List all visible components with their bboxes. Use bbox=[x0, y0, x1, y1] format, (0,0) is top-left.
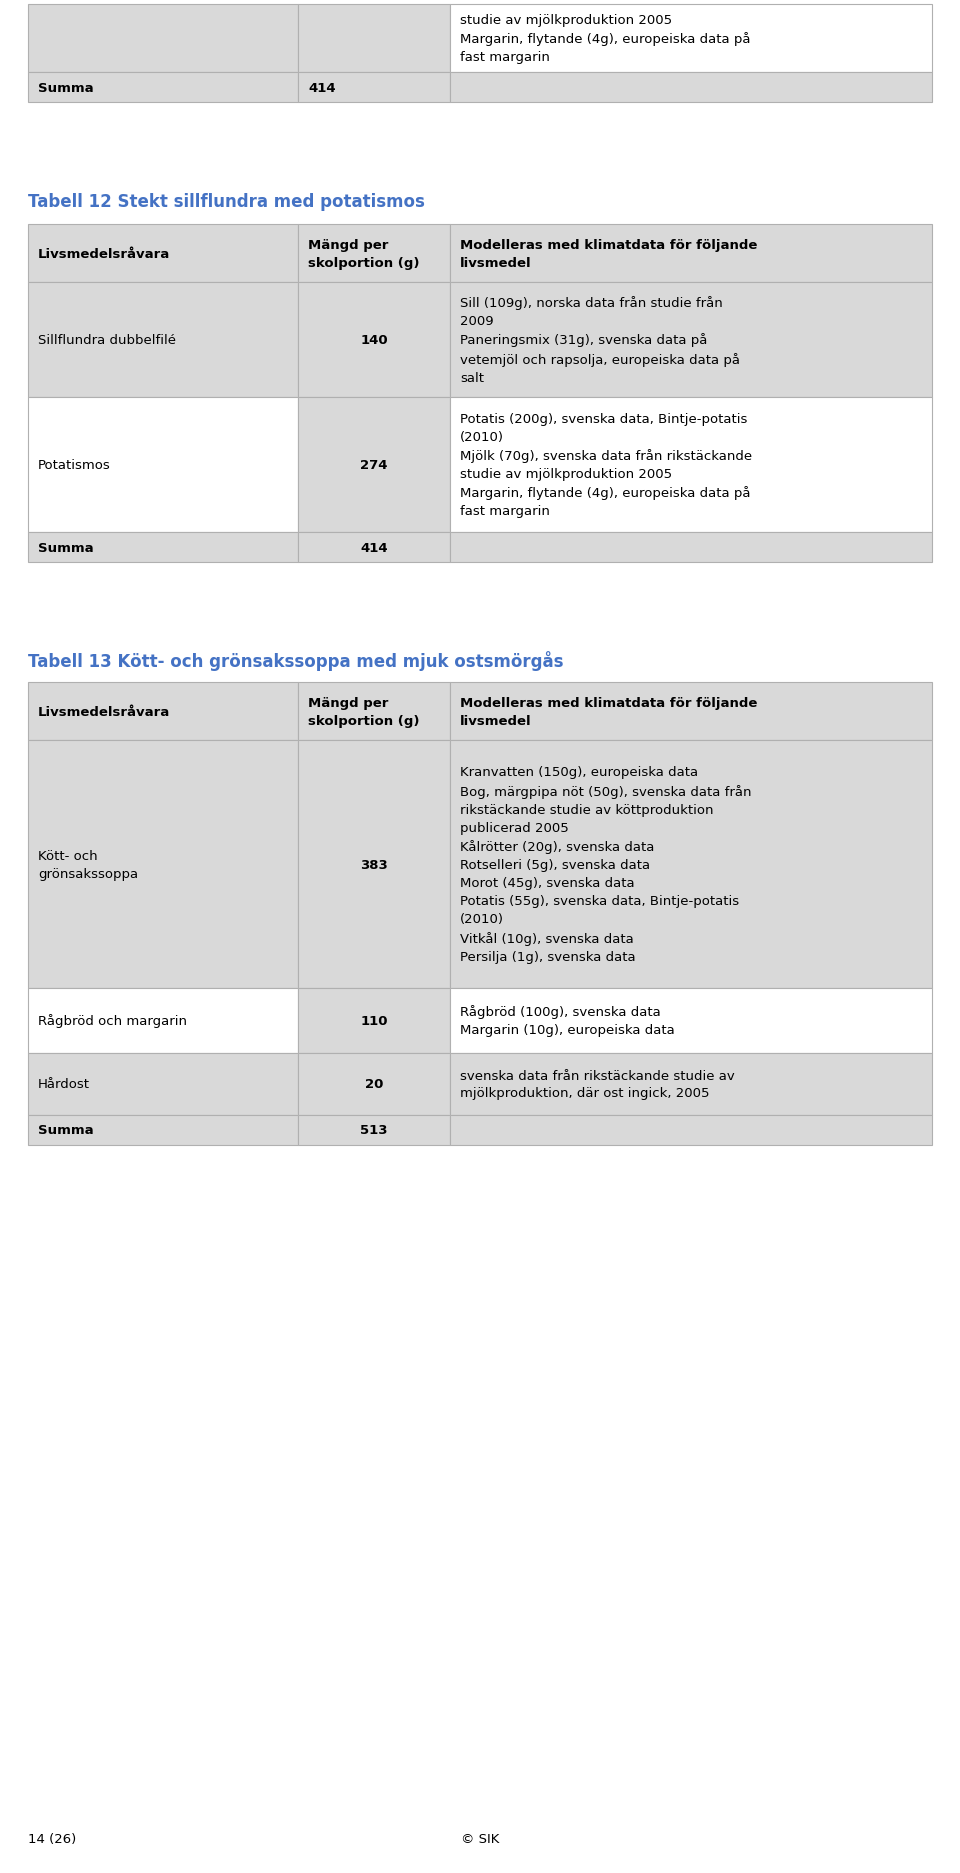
Text: Rågbröd och margarin: Rågbröd och margarin bbox=[38, 1013, 187, 1028]
Text: Livsmedelsråvara: Livsmedelsråvara bbox=[38, 704, 170, 717]
Text: 274: 274 bbox=[360, 459, 388, 472]
Text: 414: 414 bbox=[308, 81, 336, 94]
Bar bbox=[28, 682, 298, 740]
Text: Mängd per
skolportion (g): Mängd per skolportion (g) bbox=[308, 697, 420, 727]
Text: Potatis (200g), svenska data, Bintje-potatis
(2010)
Mjölk (70g), svenska data fr: Potatis (200g), svenska data, Bintje-pot… bbox=[460, 412, 752, 519]
Text: Rågbröd (100g), svenska data
Margarin (10g), europeiska data: Rågbröd (100g), svenska data Margarin (1… bbox=[460, 1006, 675, 1038]
Text: Tabell 13 Kött- och grönsakssoppa med mjuk ostsmörgås: Tabell 13 Kött- och grönsakssoppa med mj… bbox=[28, 650, 564, 671]
Bar bbox=[28, 1053, 298, 1116]
Bar bbox=[298, 1116, 450, 1146]
Bar bbox=[298, 682, 450, 740]
Text: Mängd per
skolportion (g): Mängd per skolportion (g) bbox=[308, 238, 420, 270]
Bar bbox=[28, 1116, 298, 1146]
Text: Kött- och
grönsakssoppa: Kött- och grönsakssoppa bbox=[38, 848, 138, 880]
Bar bbox=[28, 6, 298, 73]
Text: studie av mjölkproduktion 2005
Margarin, flytande (4g), europeiska data på
fast : studie av mjölkproduktion 2005 Margarin,… bbox=[460, 13, 751, 64]
Bar bbox=[450, 73, 932, 103]
Bar bbox=[28, 283, 298, 397]
Bar bbox=[298, 532, 450, 562]
Bar bbox=[450, 6, 932, 73]
Bar bbox=[298, 73, 450, 103]
Bar bbox=[450, 989, 932, 1053]
Text: Summa: Summa bbox=[38, 541, 94, 554]
Text: Sillflundra dubbelfilé: Sillflundra dubbelfilé bbox=[38, 333, 176, 347]
Bar bbox=[298, 6, 450, 73]
Text: 140: 140 bbox=[360, 333, 388, 347]
Bar bbox=[450, 397, 932, 532]
Text: Modelleras med klimatdata för följande
livsmedel: Modelleras med klimatdata för följande l… bbox=[460, 697, 757, 727]
Bar bbox=[450, 1053, 932, 1116]
Bar bbox=[450, 740, 932, 989]
Bar bbox=[450, 532, 932, 562]
Text: Modelleras med klimatdata för följande
livsmedel: Modelleras med klimatdata för följande l… bbox=[460, 238, 757, 270]
Bar bbox=[450, 682, 932, 740]
Text: Kranvatten (150g), europeiska data
Bog, märgpipa nöt (50g), svenska data från
ri: Kranvatten (150g), europeiska data Bog, … bbox=[460, 766, 752, 963]
Text: Livsmedelsråvara: Livsmedelsråvara bbox=[38, 247, 170, 260]
Bar bbox=[28, 397, 298, 532]
Text: © SIK: © SIK bbox=[461, 1832, 499, 1845]
Bar bbox=[28, 73, 298, 103]
Bar bbox=[298, 989, 450, 1053]
Bar bbox=[450, 1116, 932, 1146]
Bar bbox=[450, 225, 932, 283]
Bar bbox=[298, 397, 450, 532]
Bar bbox=[298, 283, 450, 397]
Text: Tabell 12 Stekt sillflundra med potatismos: Tabell 12 Stekt sillflundra med potatism… bbox=[28, 193, 425, 212]
Bar bbox=[28, 989, 298, 1053]
Text: Hårdost: Hårdost bbox=[38, 1079, 90, 1090]
Text: 110: 110 bbox=[360, 1015, 388, 1028]
Text: Summa: Summa bbox=[38, 1124, 94, 1137]
Bar bbox=[298, 740, 450, 989]
Text: Summa: Summa bbox=[38, 81, 94, 94]
Bar bbox=[28, 740, 298, 989]
Bar bbox=[450, 283, 932, 397]
Bar bbox=[298, 225, 450, 283]
Bar bbox=[28, 532, 298, 562]
Text: 414: 414 bbox=[360, 541, 388, 554]
Text: 20: 20 bbox=[365, 1079, 383, 1090]
Text: svenska data från rikstäckande studie av
mjölkproduktion, där ost ingick, 2005: svenska data från rikstäckande studie av… bbox=[460, 1069, 734, 1099]
Bar bbox=[298, 1053, 450, 1116]
Text: 14 (26): 14 (26) bbox=[28, 1832, 76, 1845]
Text: Sill (109g), norska data från studie från
2009
Paneringsmix (31g), svenska data : Sill (109g), norska data från studie frå… bbox=[460, 296, 740, 384]
Bar bbox=[28, 225, 298, 283]
Text: 513: 513 bbox=[360, 1124, 388, 1137]
Text: Potatismos: Potatismos bbox=[38, 459, 110, 472]
Text: 383: 383 bbox=[360, 858, 388, 871]
